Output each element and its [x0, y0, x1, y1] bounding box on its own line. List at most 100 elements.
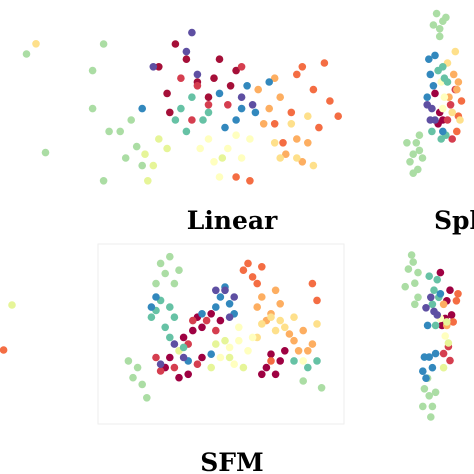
- scatter-point: [177, 74, 185, 82]
- scatter-point: [428, 363, 437, 372]
- scatter-point: [127, 116, 135, 124]
- scatter-point: [425, 272, 434, 281]
- scatter-point: [237, 104, 246, 113]
- scatter-point: [454, 290, 462, 298]
- scatter-point: [299, 326, 308, 335]
- scatter-point: [244, 259, 252, 268]
- scatter-point: [88, 66, 97, 75]
- scatter-point: [258, 370, 266, 379]
- scatter-point: [415, 131, 424, 139]
- scatter-point: [196, 144, 204, 153]
- scatter-point: [457, 97, 466, 105]
- scatter-point: [221, 286, 229, 295]
- scatter-point: [156, 367, 165, 375]
- scatter-point: [226, 82, 235, 90]
- scatter-point: [152, 293, 160, 301]
- scatter-point: [221, 336, 229, 345]
- scatter-point: [299, 357, 308, 365]
- scatter-point: [138, 380, 146, 389]
- scatter-point: [193, 70, 202, 79]
- scatter-point: [182, 127, 191, 136]
- scatter-point: [166, 303, 174, 311]
- scatter-point: [313, 320, 321, 328]
- scatter-point: [182, 55, 191, 63]
- scatter-point: [411, 300, 419, 309]
- scatter-point: [308, 340, 317, 348]
- scatter-point: [215, 173, 224, 181]
- scatter-point: [171, 40, 180, 48]
- scatter-point: [431, 89, 439, 98]
- scatter-point: [254, 85, 262, 94]
- scatter-point: [246, 177, 254, 185]
- scatter-point: [189, 316, 197, 325]
- scatter-point: [258, 263, 266, 271]
- scatter-point: [155, 63, 163, 71]
- scatter-point: [265, 78, 274, 86]
- scatter-point: [239, 363, 248, 372]
- scatter-point: [218, 154, 227, 162]
- scatter-point: [420, 385, 429, 393]
- scatter-point: [443, 318, 451, 326]
- scatter-point: [304, 139, 312, 147]
- scatter-point: [414, 268, 422, 277]
- scatter-point: [290, 313, 298, 322]
- scatter-point: [239, 266, 248, 275]
- scatter-point: [41, 148, 50, 157]
- scatter-point: [132, 142, 141, 151]
- scatter-point: [414, 293, 422, 302]
- scatter-point: [309, 85, 318, 94]
- scatter-point: [258, 293, 266, 301]
- sfm-panel: [97, 243, 345, 425]
- scatter-point: [156, 259, 165, 268]
- scatter-point: [216, 353, 225, 362]
- scatter-point: [170, 313, 179, 322]
- scatter-point: [425, 55, 433, 63]
- scatter-point: [431, 388, 440, 397]
- scatter-point: [237, 154, 246, 162]
- scatter-point: [22, 50, 31, 58]
- scatter-point: [265, 104, 274, 113]
- scatter-point: [204, 101, 213, 109]
- scatter-point: [446, 101, 455, 109]
- scatter-point: [212, 286, 220, 295]
- scatter-point: [419, 402, 427, 411]
- scatter-point: [207, 363, 215, 372]
- scatter-point: [124, 357, 133, 365]
- scatter-point: [285, 330, 294, 338]
- scatter-point: [189, 326, 197, 335]
- scatter-point: [454, 78, 463, 86]
- scatter-point: [435, 25, 444, 33]
- scatter-point: [439, 104, 447, 113]
- scatter-point: [184, 370, 192, 379]
- scatter-point: [317, 384, 326, 392]
- sfm-panel-frame: [97, 243, 345, 425]
- scatter-point: [258, 320, 266, 328]
- scatter-point: [403, 139, 411, 147]
- scatter-point: [88, 104, 97, 113]
- scatter-point: [409, 150, 418, 158]
- scatter-point: [149, 63, 158, 71]
- scatter-point: [267, 357, 275, 365]
- scatter-point: [152, 353, 160, 362]
- scatter-point: [427, 293, 435, 302]
- scatter-point: [225, 353, 234, 362]
- scatter-point: [409, 258, 418, 266]
- scatter-point: [407, 251, 416, 259]
- sph-panel: [403, 9, 466, 177]
- scatter-point: [419, 367, 427, 376]
- scatter-point: [237, 63, 246, 71]
- scatter-point: [198, 353, 206, 362]
- caption-linear: Linear: [187, 206, 278, 235]
- scatter-point: [193, 360, 202, 369]
- scatter-point: [435, 32, 444, 41]
- scatter-point: [293, 135, 301, 143]
- scatter-point: [230, 360, 238, 369]
- scatter-point: [436, 268, 445, 277]
- scatter-point: [161, 269, 169, 278]
- scatter-point: [246, 135, 254, 143]
- scatter-point: [210, 158, 218, 166]
- scatter-point: [439, 363, 448, 372]
- scatter-point: [232, 116, 240, 124]
- scatter-point: [409, 169, 418, 177]
- scatter-point: [253, 303, 261, 311]
